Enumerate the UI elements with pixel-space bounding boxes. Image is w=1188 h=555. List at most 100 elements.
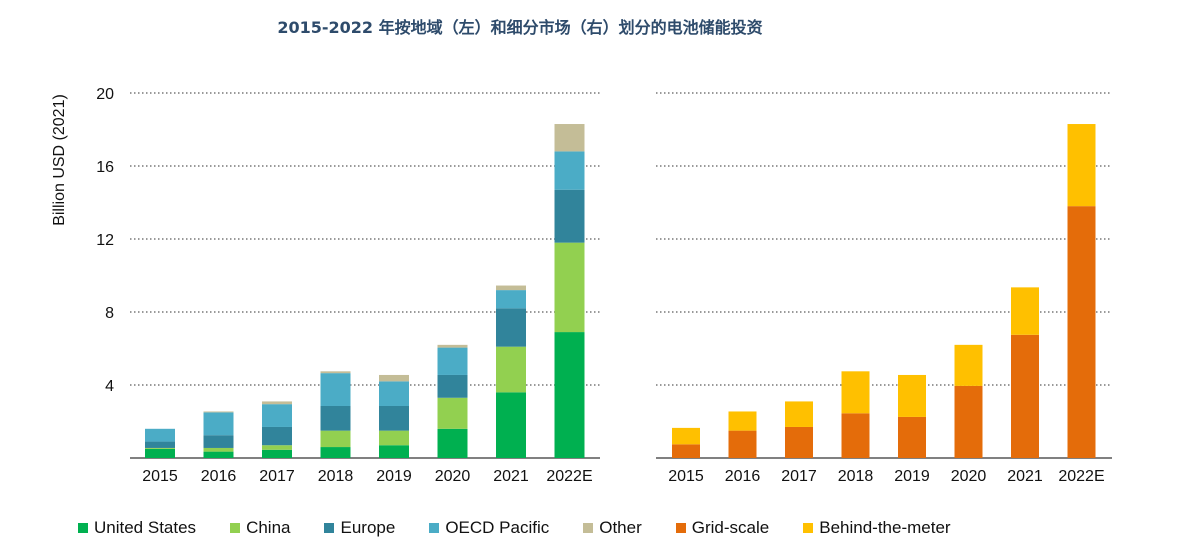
bar-segment-other bbox=[437, 344, 468, 348]
bar-segment-united-states bbox=[554, 332, 585, 458]
bar-segment-europe bbox=[437, 374, 468, 398]
legend-item: Other bbox=[583, 518, 642, 538]
x-tick-label: 2016 bbox=[725, 468, 761, 485]
x-tick-label: 2021 bbox=[1007, 468, 1043, 485]
bar-segment-united-states bbox=[437, 428, 468, 458]
bar-segment-oecd-pacific bbox=[437, 347, 468, 375]
bar-segment-united-states bbox=[203, 451, 234, 458]
bar-segment-oecd-pacific bbox=[320, 373, 351, 406]
bar-segment-grid-scale bbox=[1067, 206, 1096, 458]
x-tick-label: 2019 bbox=[376, 468, 412, 485]
bar-segment-grid-scale bbox=[672, 444, 700, 458]
legend-swatch bbox=[78, 523, 88, 533]
bar-segment-behind-the-meter bbox=[898, 374, 926, 417]
bar-segment-europe bbox=[496, 308, 526, 347]
y-tick-label: 20 bbox=[96, 86, 114, 103]
bar-segment-europe bbox=[262, 426, 292, 446]
bar-segment-grid-scale bbox=[785, 426, 813, 458]
bar-segment-other bbox=[379, 374, 409, 382]
x-tick-label: 2020 bbox=[951, 468, 987, 485]
bar-segment-oecd-pacific bbox=[379, 381, 409, 406]
y-axis-label: Billion USD (2021) bbox=[51, 94, 68, 226]
bar-segment-china bbox=[554, 242, 585, 333]
x-tick-label: 2016 bbox=[201, 468, 237, 485]
bar-segment-behind-the-meter bbox=[954, 344, 983, 386]
bar-segment-behind-the-meter bbox=[1011, 287, 1039, 335]
bar-segment-other bbox=[320, 371, 351, 374]
x-tick-label: 2022E bbox=[1058, 468, 1104, 485]
legend-label: China bbox=[246, 518, 291, 537]
bar-segment-europe bbox=[320, 405, 351, 431]
legend-item: Behind-the-meter bbox=[803, 518, 951, 538]
right-panel-segment: 2015 2016 2017 2018 2019 2020 2021 2022E bbox=[656, 92, 1112, 485]
legend-label: OECD Pacific bbox=[445, 518, 550, 537]
legend-label: Behind-the-meter bbox=[819, 518, 951, 537]
bar-segment-behind-the-meter bbox=[785, 401, 813, 427]
y-tick-label: 12 bbox=[96, 232, 114, 249]
bar-segment-europe bbox=[554, 189, 585, 243]
x-tick-label: 2019 bbox=[894, 468, 930, 485]
x-tick-label: 2021 bbox=[493, 468, 529, 485]
bar-segment-europe bbox=[379, 405, 409, 431]
x-tick-label: 2017 bbox=[781, 468, 817, 485]
bar-segment-china bbox=[262, 445, 292, 450]
bar-segment-grid-scale bbox=[1011, 334, 1039, 458]
bar-segment-other bbox=[554, 124, 585, 152]
y-tick-label: 8 bbox=[105, 305, 114, 322]
bar-segment-behind-the-meter bbox=[1067, 124, 1096, 207]
legend-label: United States bbox=[94, 518, 197, 537]
legend-item: Europe bbox=[324, 518, 395, 538]
bar-segment-china bbox=[437, 397, 468, 429]
legend-swatch bbox=[324, 523, 335, 533]
bar-segment-behind-the-meter bbox=[672, 427, 700, 445]
bar-segment-oecd-pacific bbox=[145, 428, 175, 442]
legend-swatch bbox=[230, 523, 241, 533]
bar-segment-oecd-pacific bbox=[203, 412, 234, 436]
legend-item: OECD Pacific bbox=[429, 518, 549, 538]
legend-swatch bbox=[803, 523, 814, 533]
legend-item: United States bbox=[78, 518, 196, 538]
bar-segment-china bbox=[145, 447, 175, 449]
bar-segment-other bbox=[496, 285, 526, 291]
legend-swatch bbox=[429, 523, 440, 533]
x-tick-label: 2015 bbox=[668, 468, 704, 485]
bar-segment-grid-scale bbox=[954, 385, 983, 458]
bar-segment-grid-scale bbox=[728, 430, 757, 458]
legend-label: Europe bbox=[340, 518, 396, 537]
bar-segment-other bbox=[203, 411, 234, 413]
y-tick-label: 4 bbox=[105, 378, 114, 395]
y-tick-label: 16 bbox=[96, 159, 114, 176]
legend-item: China bbox=[230, 518, 290, 538]
bar-segment-united-states bbox=[320, 447, 351, 458]
bar-segment-other bbox=[262, 401, 292, 405]
legend-swatch bbox=[675, 523, 686, 533]
bar-segment-united-states bbox=[145, 448, 175, 458]
chart-title: 2015-2022 年按地域（左）和细分市场（右）划分的电池储能投资 bbox=[277, 18, 763, 37]
bar-segment-china bbox=[496, 346, 526, 393]
legend: United States China Europe OECD Pacific Othe… bbox=[78, 518, 985, 538]
x-tick-label: 2017 bbox=[259, 468, 295, 485]
bar-segment-grid-scale bbox=[898, 416, 926, 458]
bar-segment-oecd-pacific bbox=[262, 404, 292, 427]
x-tick-label: 2020 bbox=[435, 468, 471, 485]
left-panel-geography: 4 8 12 16 20 Billion USD (2021) 2015 2016 2017 20… bbox=[51, 86, 600, 485]
x-tick-label: 2022E bbox=[546, 468, 592, 485]
bar-segment-oecd-pacific bbox=[496, 290, 526, 309]
bar-segment-behind-the-meter bbox=[728, 411, 757, 431]
bar-segment-china bbox=[379, 430, 409, 446]
bar-segment-china bbox=[320, 430, 351, 448]
bar-segment-europe bbox=[145, 441, 175, 448]
bar-segment-united-states bbox=[496, 392, 526, 458]
bar-segment-china bbox=[203, 447, 234, 452]
bar-segment-europe bbox=[203, 435, 234, 448]
bar-segment-united-states bbox=[262, 449, 292, 458]
legend-item: Grid-scale bbox=[675, 518, 770, 538]
legend-label: Grid-scale bbox=[691, 518, 770, 537]
bar-segment-oecd-pacific bbox=[554, 151, 585, 190]
x-tick-label: 2015 bbox=[142, 468, 178, 485]
legend-label: Other bbox=[599, 518, 642, 537]
legend-swatch bbox=[583, 523, 594, 533]
x-tick-label: 2018 bbox=[838, 468, 874, 485]
bar-segment-united-states bbox=[379, 445, 409, 458]
